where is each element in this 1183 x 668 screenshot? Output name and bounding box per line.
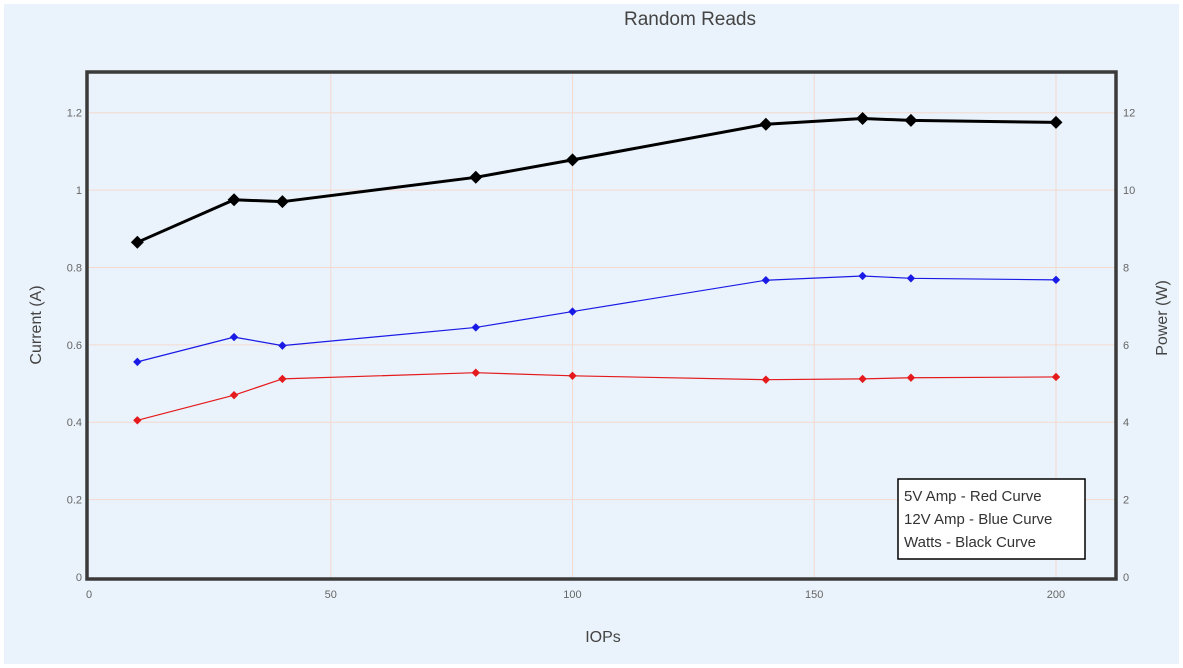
- data-point-black: [130, 235, 144, 249]
- y-tick-label: 0.4: [67, 417, 82, 429]
- x-tick-label: 200: [1047, 589, 1065, 601]
- data-point-red: [1051, 372, 1061, 382]
- x-axis-ticks: 0 50 100 150 200: [86, 589, 1065, 601]
- y-tick-label: 1: [76, 185, 82, 197]
- data-point-blue: [278, 341, 287, 350]
- series-red: [133, 368, 1061, 425]
- data-point-blue: [133, 357, 142, 367]
- series-black: [130, 111, 1063, 249]
- series-line-red: [137, 372, 1056, 421]
- legend: 5V Amp - Red Curve 12V Amp - Blue Curve …: [897, 478, 1086, 560]
- y2-tick-label: 10: [1123, 185, 1135, 197]
- legend-item-red: 5V Amp - Red Curve: [904, 488, 1042, 505]
- y-axis-title: Current (A): [28, 285, 45, 364]
- y-tick-label: 1.2: [67, 108, 82, 120]
- y-tick-label: 0.8: [67, 262, 82, 274]
- legend-item-blue: 12V Amp - Blue Curve: [904, 511, 1052, 528]
- y2-tick-label: 12: [1123, 108, 1135, 120]
- data-point-red: [471, 368, 480, 377]
- series-line-blue: [137, 275, 1056, 363]
- data-point-red: [906, 373, 916, 382]
- y2-tick-label: 6: [1123, 340, 1129, 352]
- data-point-blue: [471, 323, 480, 332]
- y2-axis-title: Power (W): [1154, 280, 1171, 356]
- chart-title: Random Reads: [624, 9, 756, 30]
- data-point-red: [568, 371, 577, 380]
- plot-frame: [85, 70, 1118, 581]
- data-point-black: [856, 111, 870, 125]
- x-tick-label: 0: [86, 589, 92, 601]
- data-point-red: [858, 374, 867, 384]
- data-point-black: [759, 117, 773, 131]
- legend-item-black: Watts - Black Curve: [904, 534, 1036, 551]
- line-chart: Random Reads 0 50 100 150 200 00.20.40.60.81…: [28, 9, 1171, 646]
- x-tick-label: 50: [325, 589, 337, 601]
- chart-container: Random Reads 0 50 100 150 200 0 0.2 0.4 0.6 0.8 1…: [4, 4, 1179, 664]
- y2-tick-label: 0: [1123, 572, 1129, 584]
- x-tick-label: 100: [563, 589, 581, 601]
- gridlines: [89, 74, 1114, 577]
- series-line-black: [136, 116, 1057, 244]
- y2-tick-label: 2: [1123, 495, 1129, 507]
- data-point-black: [227, 193, 241, 207]
- data-point-blue: [229, 332, 239, 342]
- series-blue: [133, 271, 1061, 367]
- data-point-blue: [906, 274, 916, 283]
- data-point-black: [904, 113, 918, 127]
- data-point-red: [229, 390, 239, 400]
- y-tick-label: 0.2: [67, 495, 82, 507]
- x-tick-label: 150: [805, 589, 823, 601]
- y2-axis-ticks: 0 2 4 6 8 10 12: [1123, 108, 1135, 584]
- data-point-black: [1049, 115, 1063, 129]
- series-layer: [130, 111, 1063, 425]
- data-point-black: [469, 170, 483, 184]
- data-point-blue: [761, 276, 771, 285]
- data-point-blue: [858, 271, 867, 281]
- y-tick-label: 0.6: [67, 340, 82, 352]
- data-point-red: [278, 374, 287, 384]
- y-axis-ticks: 0 0.2 0.4 0.6 0.8 1 1.2: [67, 108, 82, 584]
- x-axis-title: IOPs: [585, 629, 621, 646]
- data-point-black: [275, 195, 289, 209]
- y2-tick-label: 8: [1123, 262, 1129, 274]
- y2-tick-label: 4: [1123, 417, 1129, 429]
- data-point-red: [133, 416, 142, 425]
- legend-box: [897, 478, 1086, 560]
- data-point-red: [761, 375, 771, 384]
- data-point-blue: [568, 307, 577, 316]
- data-point-black: [565, 153, 579, 167]
- y-tick-label: 0: [76, 572, 82, 584]
- data-point-blue: [1051, 275, 1061, 285]
